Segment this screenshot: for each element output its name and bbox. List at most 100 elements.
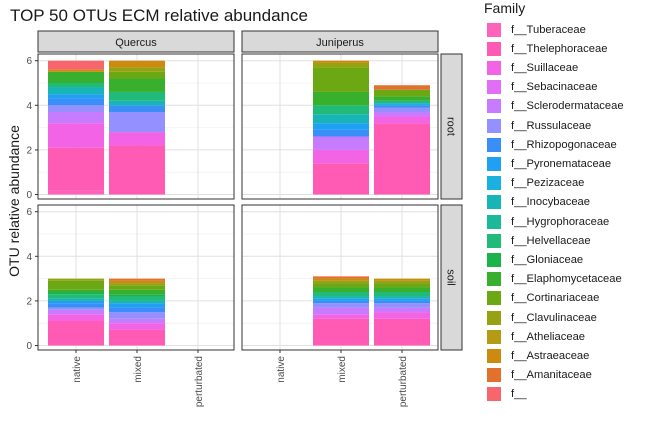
bar-segment-f-Sclerodermataceae (109, 318, 165, 324)
chart-title: TOP 50 OTUs ECM relative abundance (10, 6, 308, 25)
legend-label: f__ (511, 388, 527, 401)
legend-label: f__Pyronemataceae (511, 157, 612, 170)
legend-item: f__Astraeaceae (486, 347, 589, 364)
bar-segment-f-Cortinariaceae (48, 280, 104, 290)
bar-segment-f-Suillaceae (48, 123, 104, 148)
y-tick-label: 6 (26, 207, 32, 218)
legend-item: f__Inocybaceae (486, 194, 590, 211)
bar-segment-f-Inocybaceae (109, 300, 165, 304)
legend-label: f__Pezizaceae (511, 177, 585, 190)
legend-label: f__Inocybaceae (511, 196, 590, 209)
legend-label: f__Russulaceae (511, 119, 592, 132)
legend-label: f__Helvellaceae (511, 234, 591, 247)
bar-segment-f-Elaphomycetaceae (109, 78, 165, 92)
legend-item: f__Cortinariaceae (486, 290, 599, 307)
bar-segment-f-Astraeaceae (374, 278, 430, 281)
bar-segment-f-Russulaceae (374, 107, 430, 112)
legend-label: f__Gloniaceae (511, 253, 584, 266)
legend-swatch (486, 98, 502, 115)
bar-segment-f-Thelephoraceae (48, 321, 104, 346)
legend-label: f__Tuberaceae (511, 23, 586, 36)
x-tick-label: perturbated (398, 356, 409, 407)
bar-segment-f-Clavulinaceae (109, 67, 165, 72)
legend-item: f__Thelephoraceae (486, 40, 607, 57)
legend-item: f__Amanitaceae (486, 367, 592, 384)
y-axis-label: OTU relative abundance (6, 125, 22, 277)
bar-segment-f-Helvellaceae (109, 91, 165, 101)
y-tick-label: 0 (26, 190, 32, 201)
legend-swatch (486, 232, 502, 249)
legend-swatch (486, 175, 502, 192)
bar-segment-f-Elaphomycetaceae (109, 289, 165, 295)
bar-segment-f-Suillaceae (109, 132, 165, 146)
legend-item: f__Rhizopogonaceae (486, 136, 617, 153)
x-tick-label: mixed (133, 356, 144, 383)
legend-item: f__Suillaceae (486, 59, 578, 76)
legend-label: f__Thelephoraceae (511, 42, 608, 55)
legend-swatch (486, 59, 502, 76)
bar-segment-f-Clavulinaceae (313, 280, 369, 284)
legend-swatch (486, 21, 502, 38)
bar-segment-f-Helvellaceae (313, 105, 369, 115)
legend-label: f__Astraeaceae (511, 349, 590, 362)
bar-segment-f-Suillaceae (374, 116, 430, 124)
bar-segment-f-Cortinariaceae (374, 89, 430, 97)
bar-segment-f-Elaphomycetaceae (374, 287, 430, 292)
legend-label: f__Rhizopogonaceae (511, 138, 617, 151)
panel-border (37, 204, 235, 351)
legend-item: f__Russulaceae (486, 117, 591, 134)
x-tick-label: native (72, 356, 83, 383)
legend-item: f__Gloniaceae (486, 251, 583, 268)
bar-segment-f-Amanitaceae (313, 276, 369, 279)
bar-segment-f-Russulaceae (48, 105, 104, 112)
legend-item: f__Pezizaceae (486, 175, 584, 192)
bar-segment-f-Sclerodermataceae (313, 307, 369, 315)
bar-segment-f-Astraeaceae (109, 280, 165, 284)
bar-segment-f-Rhizopogonaceae (374, 105, 430, 108)
x-tick-label: perturbated (194, 356, 205, 407)
bar-segment-f-Astraeaceae (313, 60, 369, 63)
legend-swatch (486, 367, 502, 384)
bar-segment-f-Elaphomycetaceae (48, 71, 104, 83)
bar-segment-f-Sclerodermataceae (374, 112, 430, 117)
bar-segment-f-Gloniaceae (48, 292, 104, 295)
panel-border (241, 53, 439, 200)
legend-label: f__Sebacinaceae (511, 81, 598, 94)
bar-segment-f-Suillaceae (48, 314, 104, 321)
panel-border (241, 204, 439, 351)
legend-item: f__ (486, 386, 527, 403)
legend-item: f__Atheliaceae (486, 328, 585, 345)
bar-segment-f-Suillaceae (109, 323, 165, 330)
legend-swatch (486, 271, 502, 288)
legend-label: f__Cortinariaceae (511, 292, 600, 305)
bar-segment-f-Thelephoraceae (313, 318, 369, 346)
bar-segment-f-Clavulinaceae (48, 278, 104, 281)
legend-swatch (486, 136, 502, 153)
bar-segment-f (48, 60, 104, 70)
bar-segment-f-Clavulinaceae (313, 62, 369, 68)
bar-segment-f-Sclerodermataceae (313, 136, 369, 150)
legend-swatch (486, 251, 502, 268)
y-tick-label: 2 (26, 145, 32, 156)
facet-label-root: root (445, 117, 457, 136)
facet-strip-soil (440, 204, 463, 351)
bar-segment-f-Rhizopogonaceae (313, 300, 369, 304)
bar-segment-f-Rhizopogonaceae (374, 300, 430, 304)
y-tick-label: 6 (26, 56, 32, 67)
bar-segment-f-Inocybaceae (313, 114, 369, 124)
bar-segment-f-Rhizopogonaceae (313, 129, 369, 137)
bar-segment-f-Sclerodermataceae (48, 112, 104, 124)
bar-segment-f-Pyronemataceae (48, 300, 104, 304)
bar-segment-f-Rhizopogonaceae (48, 303, 104, 308)
bar-segment-f-Elaphomycetaceae (313, 287, 369, 292)
legend-label: f__Elaphomycetaceae (511, 273, 622, 286)
y-tick-label: 0 (26, 341, 32, 352)
bar-segment-f-Astraeaceae (48, 69, 104, 72)
bar-segment-f-Pyronemataceae (109, 303, 165, 308)
bar-segment-f-Sclerodermataceae (48, 309, 104, 315)
legend-label: f__Clavulinaceae (511, 311, 597, 324)
bar-segment-f-Tuberaceae (48, 190, 104, 195)
panel-border (37, 53, 235, 200)
legend-label: f__Sclerodermataceae (511, 100, 624, 113)
y-tick-label: 4 (26, 101, 32, 112)
